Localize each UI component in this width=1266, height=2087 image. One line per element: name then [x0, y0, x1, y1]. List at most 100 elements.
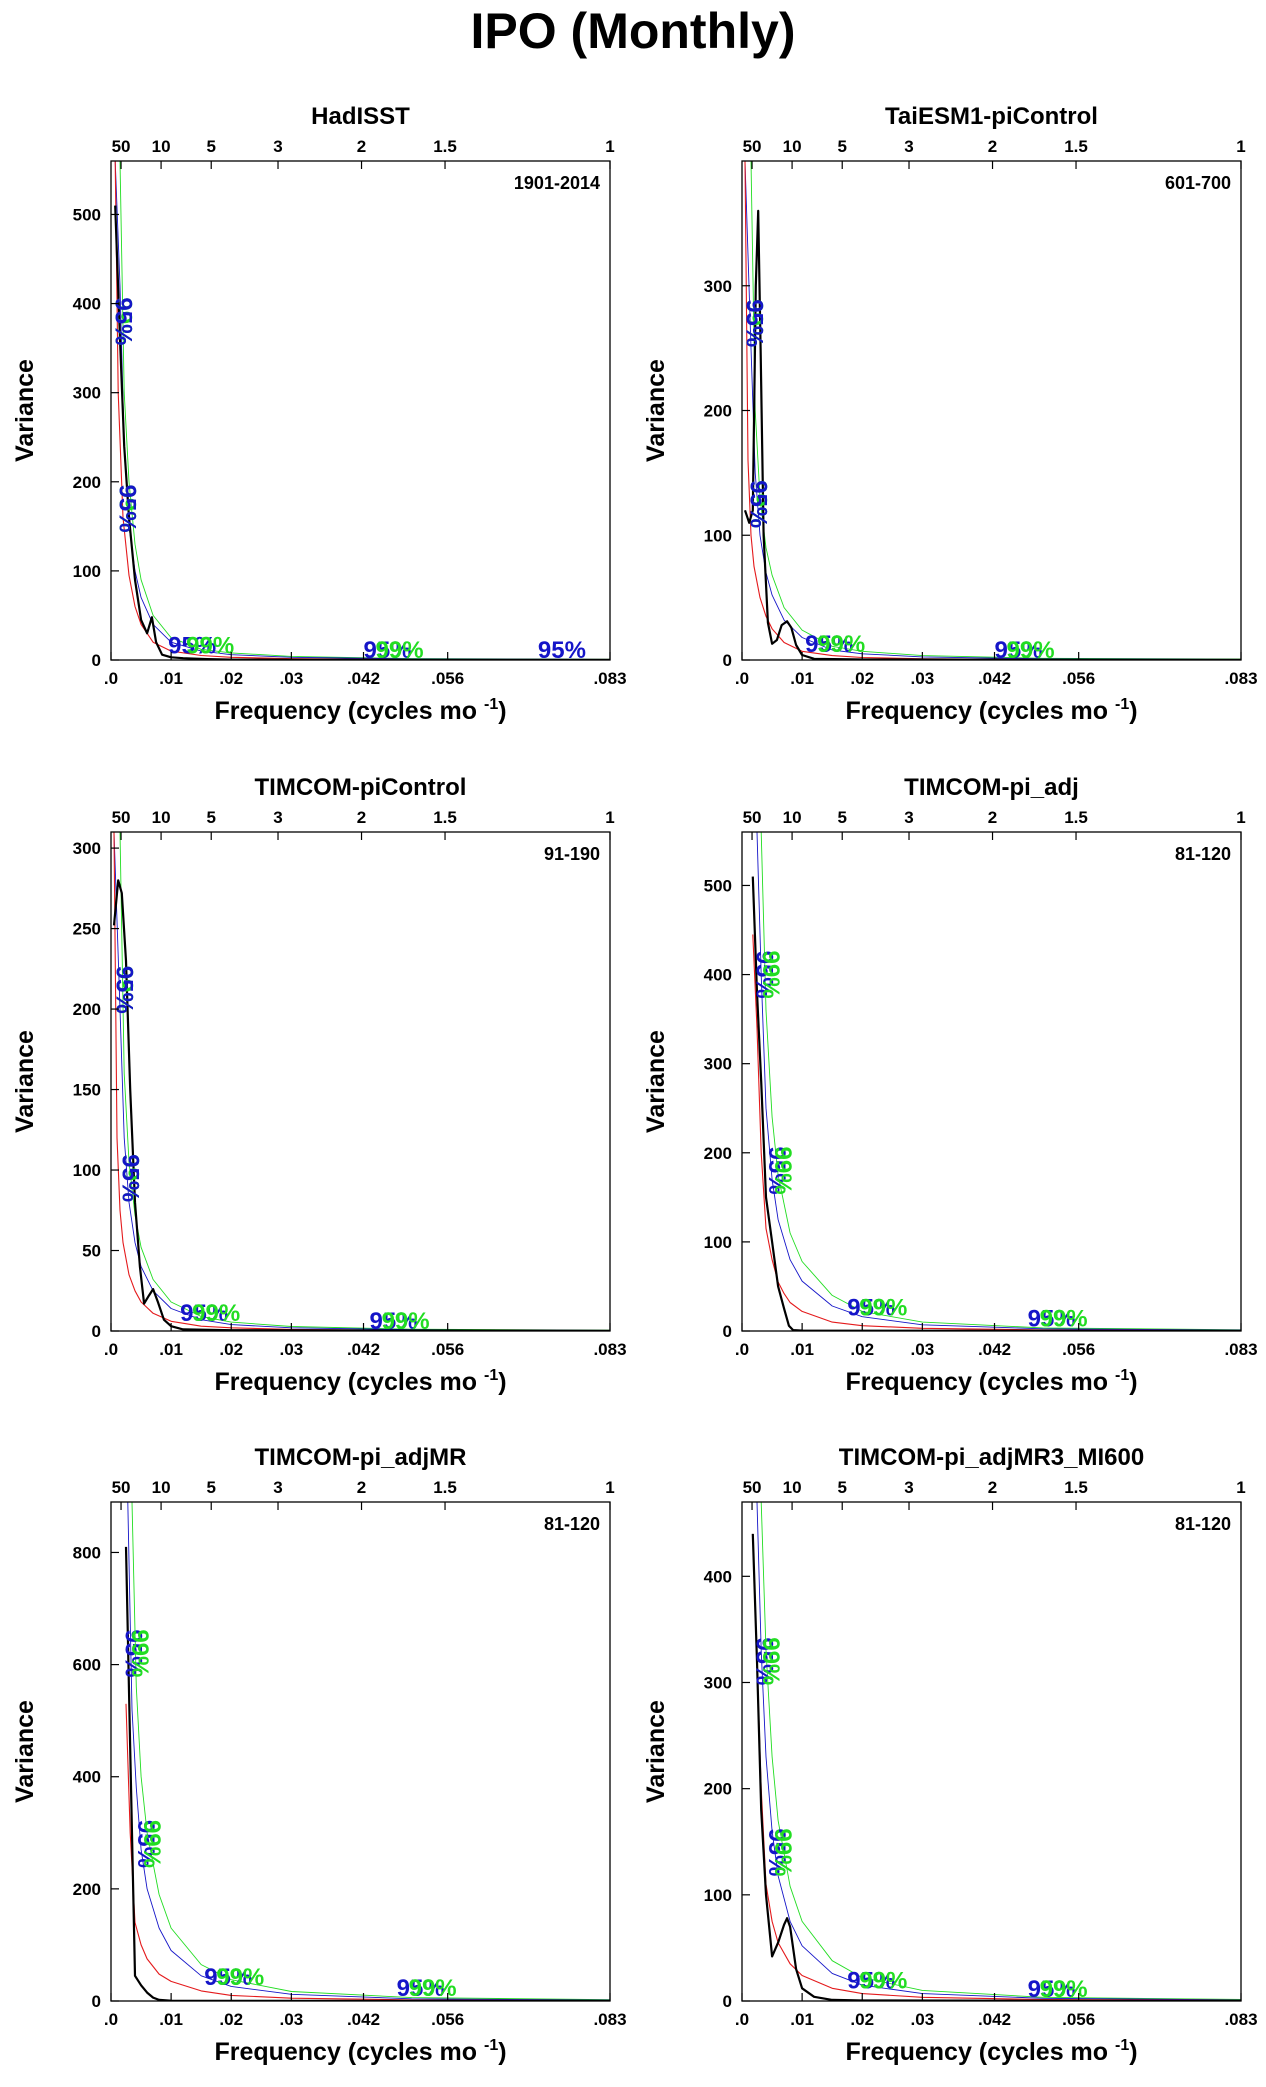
plot-frame	[110, 160, 611, 661]
significance-label: 99%	[859, 1967, 907, 1994]
x-tick-label: .01	[159, 669, 183, 688]
x-tick-label: .083	[593, 1340, 626, 1359]
y-tick-label: 200	[704, 1780, 732, 1799]
y-axis-label: Variance	[11, 359, 39, 462]
y-tick-label: 400	[704, 966, 732, 985]
significance-label: 99%	[186, 633, 234, 660]
ci99-line	[114, 832, 610, 1331]
y-tick-label: 400	[704, 1567, 732, 1586]
period-tick-label: 10	[783, 808, 802, 827]
y-axis-label: Variance	[642, 1700, 670, 1803]
y-tick-label: 0	[723, 651, 732, 670]
period-tick-label: 1.5	[1064, 1478, 1088, 1497]
red-noise-line	[125, 1703, 610, 2001]
x-tick-label: .0	[104, 669, 118, 688]
x-tick-label: .056	[1062, 2010, 1095, 2029]
significance-label: 99%	[859, 1295, 907, 1322]
period-tick-label: 3	[904, 137, 913, 156]
period-tick-label: 2	[357, 1478, 366, 1497]
x-tick-label: .02	[850, 669, 874, 688]
y-tick-label: 0	[723, 1992, 732, 2011]
y-tick-label: 100	[704, 1233, 732, 1252]
period-tick-label: 1.5	[433, 137, 457, 156]
y-tick-label: 150	[73, 1081, 101, 1100]
chart-panel: 99%95%99%95%95%99% 95%99% 95%.0.01.02.03.0…	[11, 103, 627, 725]
period-tick-label: 3	[273, 1478, 282, 1497]
significance-label: 99%	[1040, 1976, 1088, 2003]
period-tick-label: 3	[904, 1478, 913, 1497]
period-range-label: 91-190	[544, 844, 600, 864]
page-title: IPO (Monthly)	[470, 3, 796, 59]
period-tick-label: 5	[206, 137, 215, 156]
significance-label: 95%	[117, 1154, 144, 1202]
period-tick-label: 1.5	[433, 808, 457, 827]
significance-label: 95%	[763, 1147, 790, 1195]
ci95-line	[114, 161, 610, 660]
significance-label: 95%	[109, 297, 136, 345]
significance-label: 95%	[120, 1629, 147, 1677]
period-tick-label: 2	[988, 137, 997, 156]
red-noise-line	[744, 161, 1241, 660]
x-tick-label: .042	[347, 669, 380, 688]
x-tick-label: .0	[735, 2010, 749, 2029]
red-noise-line	[752, 1533, 1241, 2001]
red-noise-line	[114, 161, 610, 660]
significance-label: 99%	[1040, 1305, 1088, 1332]
significance-label: 99%	[769, 1147, 796, 1195]
y-tick-label: 200	[73, 1880, 101, 1899]
red-noise-line	[113, 832, 610, 1331]
x-tick-label: .03	[911, 1340, 935, 1359]
significance-label: 99%	[126, 1629, 153, 1677]
significance-label: 95%	[805, 631, 853, 658]
chart-panel: 95%99%95%99%95%99% 95%99%.0.01.02.03.042.…	[642, 774, 1258, 1396]
chart-panel: 95%99%95%99%95%99% 95%99%.0.01.02.03.042.…	[11, 1444, 627, 2066]
y-tick-label: 0	[92, 1992, 101, 2011]
period-tick-label: 1	[1236, 1478, 1245, 1497]
y-tick-label: 300	[704, 1673, 732, 1692]
y-tick-label: 250	[73, 920, 101, 939]
period-range-label: 1901-2014	[514, 173, 600, 193]
period-tick-label: 3	[904, 808, 913, 827]
period-tick-label: 50	[743, 808, 762, 827]
significance-label: 95%	[1028, 1976, 1076, 2003]
spectrum-line	[743, 209, 1241, 660]
plot-frame	[741, 160, 1242, 661]
y-tick-label: 50	[82, 1242, 101, 1261]
period-tick-label: 10	[152, 137, 171, 156]
significance-label: 95%	[740, 299, 767, 347]
period-range-label: 601-700	[1165, 173, 1231, 193]
period-tick-label: 1.5	[433, 1478, 457, 1497]
period-tick-label: 1	[1236, 808, 1245, 827]
period-tick-label: 5	[206, 1478, 215, 1497]
x-tick-label: .02	[850, 2010, 874, 2029]
x-tick-label: .0	[735, 1340, 749, 1359]
period-range-label: 81-120	[544, 1514, 600, 1534]
panel-title: TIMCOM-pi_adj	[904, 774, 1079, 801]
x-axis-label: Frequency (cycles mo -1)	[845, 1367, 1137, 1396]
y-tick-label: 200	[73, 1000, 101, 1019]
y-tick-label: 100	[73, 562, 101, 581]
significance-label: 95%	[763, 1828, 790, 1876]
y-axis-label: Variance	[642, 1030, 670, 1133]
significance-label: 95%	[111, 966, 138, 1014]
x-tick-label: .056	[1062, 1340, 1095, 1359]
period-tick-label: 1	[605, 808, 614, 827]
y-tick-label: 100	[704, 526, 732, 545]
x-tick-label: .042	[347, 1340, 380, 1359]
significance-label: 95%	[1028, 1305, 1076, 1332]
significance-label: 99%	[740, 299, 767, 347]
y-tick-label: 100	[704, 1886, 732, 1905]
period-tick-label: 2	[357, 808, 366, 827]
y-tick-label: 300	[704, 277, 732, 296]
period-tick-label: 50	[112, 1478, 131, 1497]
y-tick-label: 800	[73, 1543, 101, 1562]
x-axis-label: Frequency (cycles mo -1)	[214, 2037, 506, 2066]
x-tick-label: .03	[911, 669, 935, 688]
period-tick-label: 10	[783, 137, 802, 156]
y-tick-label: 200	[704, 1144, 732, 1163]
period-tick-label: 50	[112, 137, 131, 156]
spectrum-line	[114, 205, 610, 660]
x-axis-label: Frequency (cycles mo -1)	[214, 696, 506, 725]
x-tick-label: .042	[347, 2010, 380, 2029]
period-tick-label: 50	[112, 808, 131, 827]
